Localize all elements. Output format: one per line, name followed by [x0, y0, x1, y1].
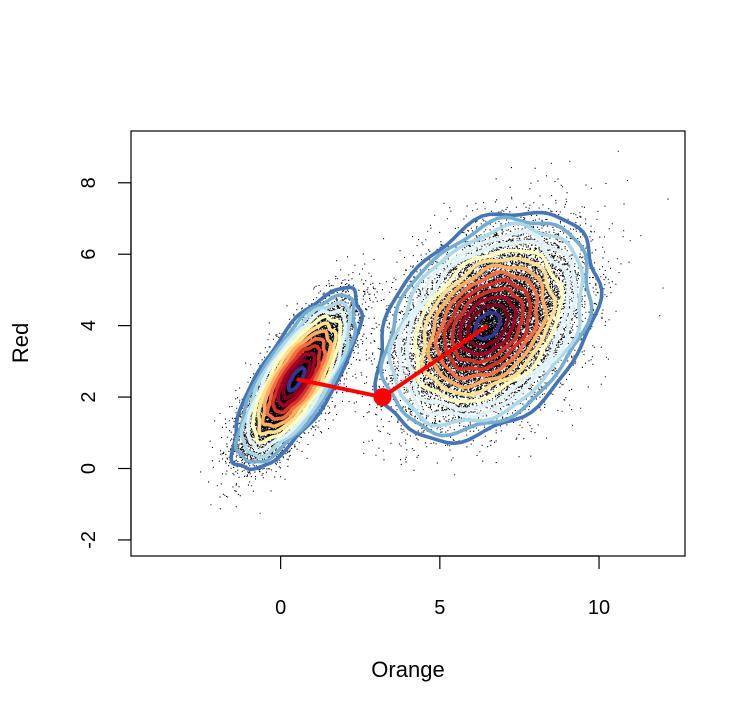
- contour-cluster-1-level-3: [239, 300, 352, 459]
- y-tick-label: 4: [78, 320, 100, 331]
- contour-cluster-2-level-10: [442, 277, 533, 372]
- contour-cluster-2-level-6: [413, 248, 565, 404]
- x-tick-label: 0: [275, 597, 286, 619]
- density-contours: [229, 210, 604, 472]
- contour-cluster-1-level-4: [246, 309, 348, 453]
- path-marker: [373, 388, 392, 407]
- y-axis-title: Red: [8, 323, 33, 363]
- cluster-path: [296, 323, 489, 407]
- y-tick-label: 8: [78, 177, 100, 188]
- contour-cluster-2-level-13: [465, 303, 511, 349]
- contour-cluster-2-level-9: [433, 270, 539, 381]
- contour-cluster-2-level-1: [373, 210, 604, 446]
- contour-cluster-2-level-12: [458, 295, 518, 357]
- y-tick-label: -2: [78, 531, 100, 549]
- contour-cluster-1-level-7: [260, 329, 333, 428]
- contour-cluster-2-level-5: [405, 239, 571, 412]
- contour-cluster-2-level-7: [419, 256, 558, 397]
- y-tick-label: 2: [78, 392, 100, 403]
- x-tick-label: 10: [588, 597, 610, 619]
- contour-cluster-2-level-11: [450, 286, 525, 365]
- contour-cluster-1-level-9: [270, 344, 322, 415]
- contour-cluster-2-level-4: [397, 229, 578, 419]
- contour-cluster-2-level-3: [387, 221, 585, 428]
- y-tick-label: 0: [78, 463, 100, 474]
- contour-cluster-2-level-8: [426, 263, 549, 390]
- x-axis: 0 5 10: [275, 555, 610, 619]
- contour-cluster-1-level-1: [229, 285, 365, 472]
- contour-cluster-1-level-12: [286, 365, 307, 393]
- y-tick-label: 6: [78, 249, 100, 260]
- contour-cluster-1-level-11: [281, 358, 312, 401]
- contour-cluster-1-level-8: [265, 337, 327, 421]
- contour-cluster-1-level-5: [251, 314, 343, 445]
- contour-cluster-2-level-2: [379, 215, 594, 438]
- x-axis-title: Orange: [371, 657, 444, 682]
- y-axis: -2 0 2 4 6 8: [78, 177, 132, 549]
- contour-cluster-1-level-10: [276, 351, 317, 408]
- contour-cluster-1-level-6: [256, 321, 338, 436]
- x-tick-label: 5: [434, 597, 445, 619]
